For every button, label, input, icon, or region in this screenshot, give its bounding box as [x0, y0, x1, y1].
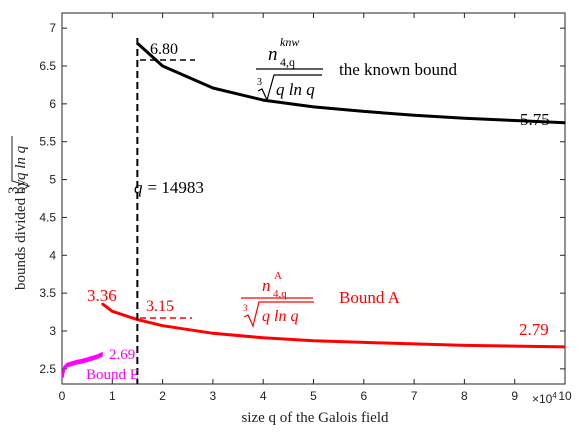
bound-e-label: Bound E [86, 367, 139, 383]
series-the-known-bound-point [463, 117, 466, 119]
x-tick-label: 6 [360, 389, 367, 403]
svg-text:3: 3 [243, 303, 248, 313]
y-tick-label: 3 [49, 324, 56, 338]
series-layer [61, 42, 566, 379]
svg-text:q ln q: q ln q [13, 145, 29, 180]
a-vline-value: 3.15 [146, 298, 174, 315]
svg-text:A: A [274, 270, 282, 282]
y-tick-label: 4 [49, 248, 56, 262]
x-tick-label: 2 [159, 389, 166, 403]
y-tick-label: 3.5 [39, 286, 56, 300]
known-bound-label: the known bound [339, 60, 458, 79]
vline-label: q = 14983 [134, 178, 204, 197]
svg-text:4,q: 4,q [280, 55, 295, 69]
svg-text:3: 3 [6, 187, 22, 195]
svg-text:q ln q: q ln q [262, 308, 298, 325]
series-bound-a-point [101, 302, 103, 305]
y-ticks: 2.5 3 3.5 4 4.5 5 5.5 6 6.5 7 [39, 21, 565, 376]
x-tick-label: 5 [310, 389, 317, 403]
series-the-known-bound-point [413, 114, 415, 116]
x-ticks: 0 1 2 3 4 5 6 7 8 9 10 [59, 13, 572, 403]
series-the-known-bound-point [262, 99, 265, 101]
y-tick-label: 2.5 [39, 362, 56, 376]
y-axis-label: bounds divided by 3 q ln q [6, 136, 31, 290]
x-tick-label: 9 [511, 389, 518, 403]
svg-text:4,q: 4,q [273, 288, 287, 300]
series-bound-a-point [463, 344, 466, 347]
y-tick-label: 7 [49, 21, 56, 35]
known-start-value: 6.80 [150, 41, 178, 58]
y-tick-label: 4.5 [39, 210, 56, 224]
series-the-known-bound-point [513, 119, 516, 122]
series-the-known-bound-point [564, 122, 566, 124]
x-tick-label: 1 [109, 389, 116, 403]
series-the-known-bound-point [212, 87, 214, 89]
svg-text:n: n [262, 276, 271, 295]
series-bound-a-point [212, 332, 214, 335]
series-bound-a-point [564, 346, 566, 348]
svg-text:q ln q: q ln q [276, 80, 315, 99]
series-bound-a-point [111, 310, 114, 313]
x-axis-label: size q of the Galois field [241, 410, 389, 426]
bound-a-formula: n A 4,q 3 q ln q [241, 270, 314, 328]
svg-text:bounds divided by: bounds divided by [13, 179, 29, 290]
series-bound-a-point [513, 345, 516, 347]
x-tick-label: 3 [210, 389, 217, 403]
x-tick-label: 4 [260, 389, 267, 403]
x-tick-label: 7 [411, 389, 418, 403]
y-tick-label: 6.5 [39, 59, 56, 73]
series-the-known-bound-point [312, 106, 315, 108]
known-bound-formula: n knw 4,q 3 q ln q [256, 35, 323, 102]
series-bound-e-band [61, 352, 103, 379]
known-end-value: 5.75 [520, 110, 550, 129]
svg-text:knw: knw [280, 35, 299, 49]
y-tick-label: 5.5 [39, 135, 56, 149]
a-start-value: 3.36 [87, 286, 117, 305]
y-tick-label: 6 [49, 97, 56, 111]
e-end-value: 2.69 [109, 347, 135, 363]
series-bound-a-point [413, 343, 415, 345]
x-multiplier: ×104 [532, 391, 557, 406]
x-tick-label: 0 [59, 389, 66, 403]
series-bound-a-point [262, 337, 265, 339]
x-tick-label: 8 [461, 389, 468, 403]
series-bound-a-point [363, 341, 365, 344]
svg-text:n: n [268, 44, 278, 65]
x-tick-label: 10 [558, 389, 572, 403]
series-bound-a-point [312, 340, 315, 342]
y-tick-label: 5 [49, 173, 56, 187]
series-the-known-bound-point [161, 65, 164, 67]
series-the-known-bound-line [136, 42, 566, 125]
bound-a-label: Bound A [339, 288, 401, 307]
series-the-known-bound-point [363, 110, 365, 113]
a-end-value: 2.79 [519, 320, 549, 339]
svg-text:3: 3 [257, 77, 262, 88]
series-bound-a-line [101, 302, 566, 349]
series-bound-a-point [161, 324, 164, 327]
